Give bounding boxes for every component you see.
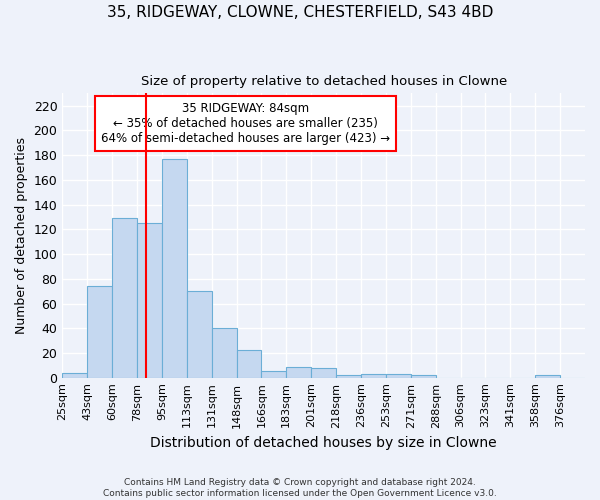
Bar [212, 328, 236, 378]
Text: 35 RIDGEWAY: 84sqm
← 35% of detached houses are smaller (235)
64% of semi-detach: 35 RIDGEWAY: 84sqm ← 35% of detached hou… [101, 102, 390, 145]
Bar [187, 291, 212, 378]
X-axis label: Distribution of detached houses by size in Clowne: Distribution of detached houses by size … [151, 436, 497, 450]
Text: 35, RIDGEWAY, CLOWNE, CHESTERFIELD, S43 4BD: 35, RIDGEWAY, CLOWNE, CHESTERFIELD, S43 … [107, 5, 493, 20]
Bar [236, 350, 262, 378]
Bar [361, 374, 386, 378]
Bar [62, 372, 87, 378]
Bar [535, 375, 560, 378]
Bar [311, 368, 336, 378]
Bar [262, 372, 286, 378]
Bar [87, 286, 112, 378]
Bar [286, 366, 311, 378]
Bar [162, 159, 187, 378]
Title: Size of property relative to detached houses in Clowne: Size of property relative to detached ho… [140, 75, 507, 88]
Y-axis label: Number of detached properties: Number of detached properties [15, 137, 28, 334]
Bar [386, 374, 411, 378]
Bar [112, 218, 137, 378]
Bar [137, 223, 162, 378]
Text: Contains HM Land Registry data © Crown copyright and database right 2024.
Contai: Contains HM Land Registry data © Crown c… [103, 478, 497, 498]
Bar [411, 375, 436, 378]
Bar [336, 375, 361, 378]
